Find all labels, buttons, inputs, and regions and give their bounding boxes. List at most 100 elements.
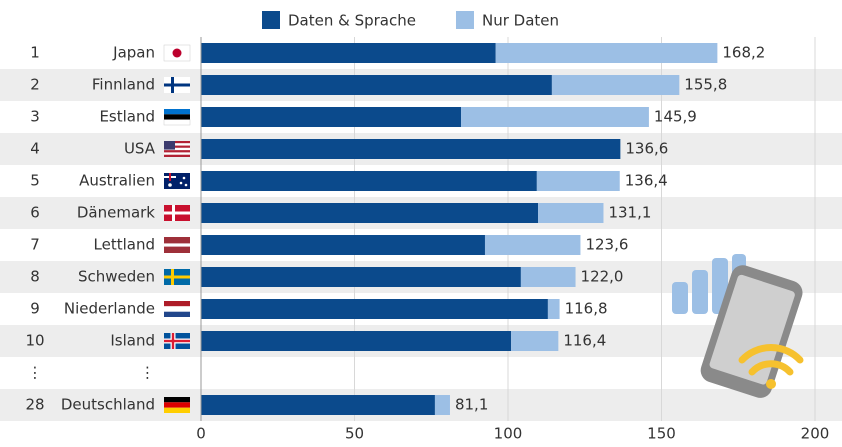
x-tick-label: 50	[345, 425, 364, 443]
category-label: Island	[110, 332, 155, 350]
flag-part	[164, 141, 190, 144]
flag-part	[164, 407, 190, 413]
phone-icon	[672, 254, 804, 398]
legend-label: Daten & Sprache	[288, 12, 416, 30]
flag-part	[164, 402, 190, 408]
rank-label: 10	[25, 332, 44, 350]
x-tick-label: 150	[647, 425, 676, 443]
bar-segment	[201, 75, 552, 95]
flag-part	[164, 306, 190, 312]
rank-label: 1	[30, 44, 40, 62]
bar-segment	[434, 395, 450, 415]
flag-part	[164, 152, 190, 155]
rank-label: 4	[30, 140, 40, 158]
x-tick-label: 100	[494, 425, 523, 443]
rank-label: 5	[30, 172, 40, 190]
category-label: Niederlande	[64, 300, 155, 318]
flag-part	[182, 176, 186, 180]
bar-segment	[201, 139, 621, 159]
legend-label: Nur Daten	[482, 12, 559, 30]
flag-part	[164, 114, 190, 120]
bar-segment	[511, 331, 559, 351]
flag-part	[164, 150, 190, 153]
bar-segment	[201, 203, 539, 223]
rank-label: 6	[30, 204, 40, 222]
bar-segment	[201, 107, 462, 127]
x-tick-label: 0	[196, 425, 206, 443]
bar-segment	[538, 203, 604, 223]
total-label: 168,2	[722, 44, 765, 62]
category-label: Schweden	[78, 268, 155, 286]
category-label: Dänemark	[77, 204, 155, 222]
flag-part	[179, 181, 183, 185]
flag-part	[164, 147, 190, 151]
legend-swatch	[455, 11, 474, 29]
rank-label: ⋮	[28, 364, 43, 382]
bar-segment	[520, 267, 576, 287]
category-label: Estland	[99, 108, 155, 126]
total-label: 116,4	[563, 332, 606, 350]
total-label: 136,4	[625, 172, 668, 190]
flag-part	[164, 311, 190, 317]
bars	[201, 43, 718, 415]
rank-label: 3	[30, 108, 40, 126]
flag-part	[164, 145, 190, 148]
flag-part	[168, 183, 172, 187]
bar-segment	[536, 171, 620, 191]
flag-part	[164, 275, 190, 279]
rank-label: 9	[30, 300, 40, 318]
total-label: 145,9	[654, 108, 697, 126]
bar-segment	[547, 299, 560, 319]
bar-segment	[495, 43, 718, 63]
rank-label: 8	[30, 268, 40, 286]
rank-label: 2	[30, 76, 40, 94]
bar-segment	[201, 267, 521, 287]
category-label: Finnland	[92, 76, 155, 94]
flag-part	[164, 143, 190, 146]
category-label: ⋮	[140, 364, 155, 382]
total-label: 123,6	[585, 236, 628, 254]
category-label: Australien	[79, 172, 155, 190]
total-label: 136,6	[625, 140, 668, 158]
flag-part	[164, 109, 190, 115]
category-label: Japan	[112, 44, 155, 62]
bar-segment	[461, 107, 649, 127]
flag-part	[171, 77, 174, 93]
total-label: 155,8	[684, 76, 727, 94]
bar-segment	[201, 395, 435, 415]
flag-part	[164, 83, 190, 87]
x-tick-label: 200	[801, 425, 830, 443]
flag-part	[164, 397, 190, 403]
bar-segment	[201, 171, 537, 191]
total-label: 81,1	[455, 396, 488, 414]
bar-segment	[201, 235, 485, 255]
flag-part	[164, 211, 190, 215]
flag-part	[172, 48, 182, 58]
bar-segment	[484, 235, 581, 255]
flag-part	[184, 183, 188, 187]
bar-segment	[201, 43, 496, 63]
flag-part	[172, 205, 175, 221]
total-label: 131,1	[608, 204, 651, 222]
bar-segment	[201, 299, 548, 319]
flag-part	[164, 243, 190, 247]
total-label: 116,8	[565, 300, 608, 318]
category-label: Deutschland	[61, 396, 155, 414]
flag-part	[171, 333, 175, 349]
flag-part	[163, 119, 191, 126]
category-label: USA	[124, 140, 156, 158]
flag-part	[164, 301, 190, 307]
flag-part	[164, 154, 190, 157]
flag-part	[164, 141, 175, 150]
flag-part	[164, 339, 190, 343]
rank-label: 28	[25, 396, 44, 414]
rank-label: 7	[30, 236, 40, 254]
flag-part	[169, 173, 171, 181]
category-label: Lettland	[94, 236, 155, 254]
legend-swatch	[262, 11, 280, 29]
total-label: 122,0	[581, 268, 624, 286]
bar-segment	[201, 331, 512, 351]
bar-segment	[551, 75, 680, 95]
flag-part	[171, 269, 174, 285]
